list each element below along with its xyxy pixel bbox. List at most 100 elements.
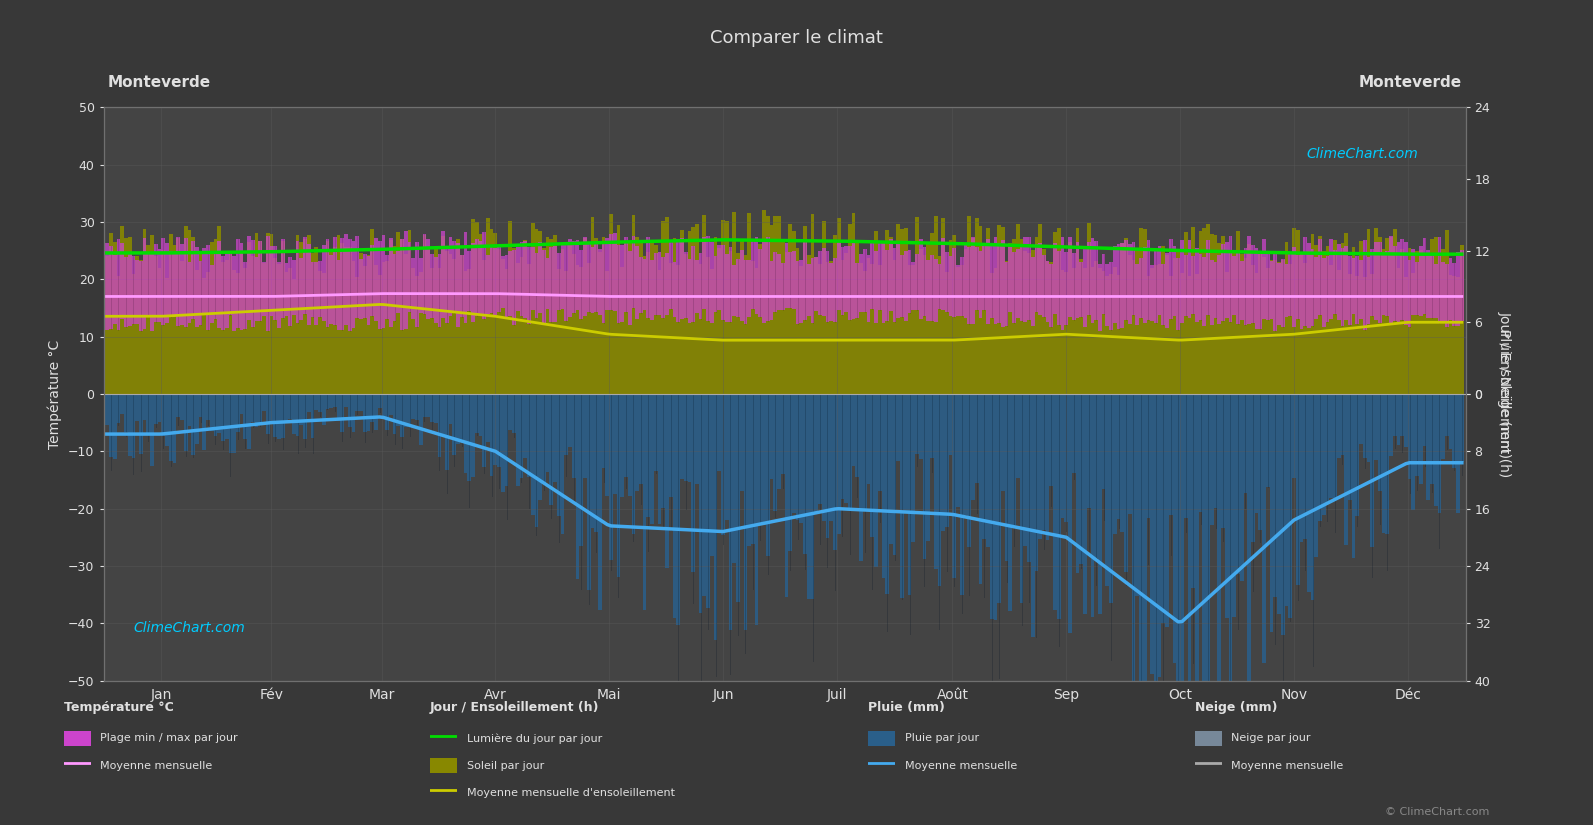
Bar (1236, 253, 1239, 323)
Bar (1169, 394, 1172, 516)
Bar (1161, 394, 1164, 623)
Bar (277, 394, 280, 439)
Bar (914, 394, 919, 454)
Bar (527, 394, 530, 477)
Bar (319, 261, 322, 317)
Bar (1270, 394, 1273, 632)
Bar (132, 394, 135, 458)
Bar (949, 256, 953, 316)
Bar (127, 237, 132, 394)
Bar (1367, 394, 1370, 462)
Bar (199, 254, 202, 394)
Bar (695, 224, 699, 394)
Bar (941, 394, 945, 531)
Bar (205, 245, 210, 330)
Y-axis label: Température °C: Température °C (48, 339, 62, 449)
Bar (1284, 394, 1289, 606)
Bar (739, 250, 744, 321)
Bar (1091, 394, 1094, 617)
Bar (472, 243, 475, 322)
Bar (1061, 270, 1064, 394)
Bar (500, 259, 505, 394)
Text: Pluie par jour: Pluie par jour (905, 733, 980, 743)
Bar (460, 255, 464, 317)
Bar (427, 239, 430, 319)
Bar (658, 271, 661, 394)
Bar (333, 394, 336, 407)
Bar (180, 261, 183, 394)
Bar (1150, 268, 1153, 394)
Bar (695, 260, 699, 314)
Bar (344, 247, 347, 394)
Bar (452, 241, 456, 313)
Bar (1356, 256, 1359, 324)
Bar (1281, 394, 1284, 635)
Bar (558, 252, 561, 310)
Bar (892, 248, 897, 322)
Bar (781, 239, 785, 394)
Bar (135, 261, 139, 323)
Bar (1192, 257, 1195, 314)
Bar (475, 222, 478, 394)
Bar (655, 253, 658, 314)
Bar (819, 264, 822, 394)
Bar (1411, 394, 1415, 510)
Bar (1016, 394, 1020, 478)
Bar (538, 231, 542, 394)
Bar (602, 244, 605, 323)
Bar (172, 394, 177, 463)
Bar (505, 270, 508, 394)
Bar (497, 394, 500, 467)
Bar (758, 244, 761, 394)
Bar (1211, 394, 1214, 525)
Bar (881, 241, 886, 323)
Bar (814, 257, 819, 394)
Bar (239, 243, 244, 330)
Bar (352, 262, 355, 394)
Bar (1364, 394, 1367, 458)
Bar (307, 244, 311, 325)
Bar (1136, 263, 1139, 325)
Bar (438, 394, 441, 457)
Bar (1172, 394, 1176, 663)
Bar (378, 275, 382, 394)
Bar (605, 271, 609, 394)
Bar (1083, 249, 1086, 328)
Bar (1330, 239, 1333, 318)
Bar (781, 262, 785, 309)
Bar (1020, 246, 1023, 321)
Bar (202, 394, 205, 450)
Bar (761, 210, 766, 394)
Bar (1083, 268, 1086, 394)
Bar (330, 394, 333, 408)
Bar (986, 228, 989, 394)
Bar (314, 394, 319, 410)
Bar (344, 394, 347, 408)
Bar (784, 243, 789, 309)
Bar (191, 237, 194, 394)
Bar (1415, 262, 1419, 315)
Bar (105, 394, 110, 426)
Bar (363, 254, 366, 318)
Bar (1370, 274, 1375, 394)
Bar (836, 394, 841, 534)
Bar (666, 394, 669, 568)
Bar (1050, 262, 1053, 394)
Bar (1400, 394, 1403, 436)
Bar (1408, 248, 1411, 394)
Bar (699, 253, 703, 319)
Bar (624, 243, 628, 394)
Bar (1386, 394, 1389, 534)
Bar (938, 394, 941, 587)
Text: Lumière du jour par jour: Lumière du jour par jour (467, 733, 602, 743)
Bar (1392, 229, 1397, 394)
Bar (158, 394, 161, 422)
Bar (210, 242, 213, 394)
Bar (669, 263, 672, 394)
Bar (847, 394, 852, 508)
Bar (147, 252, 150, 316)
Bar (796, 261, 800, 324)
Bar (1445, 264, 1448, 327)
Bar (1050, 264, 1053, 328)
Bar (964, 394, 967, 515)
